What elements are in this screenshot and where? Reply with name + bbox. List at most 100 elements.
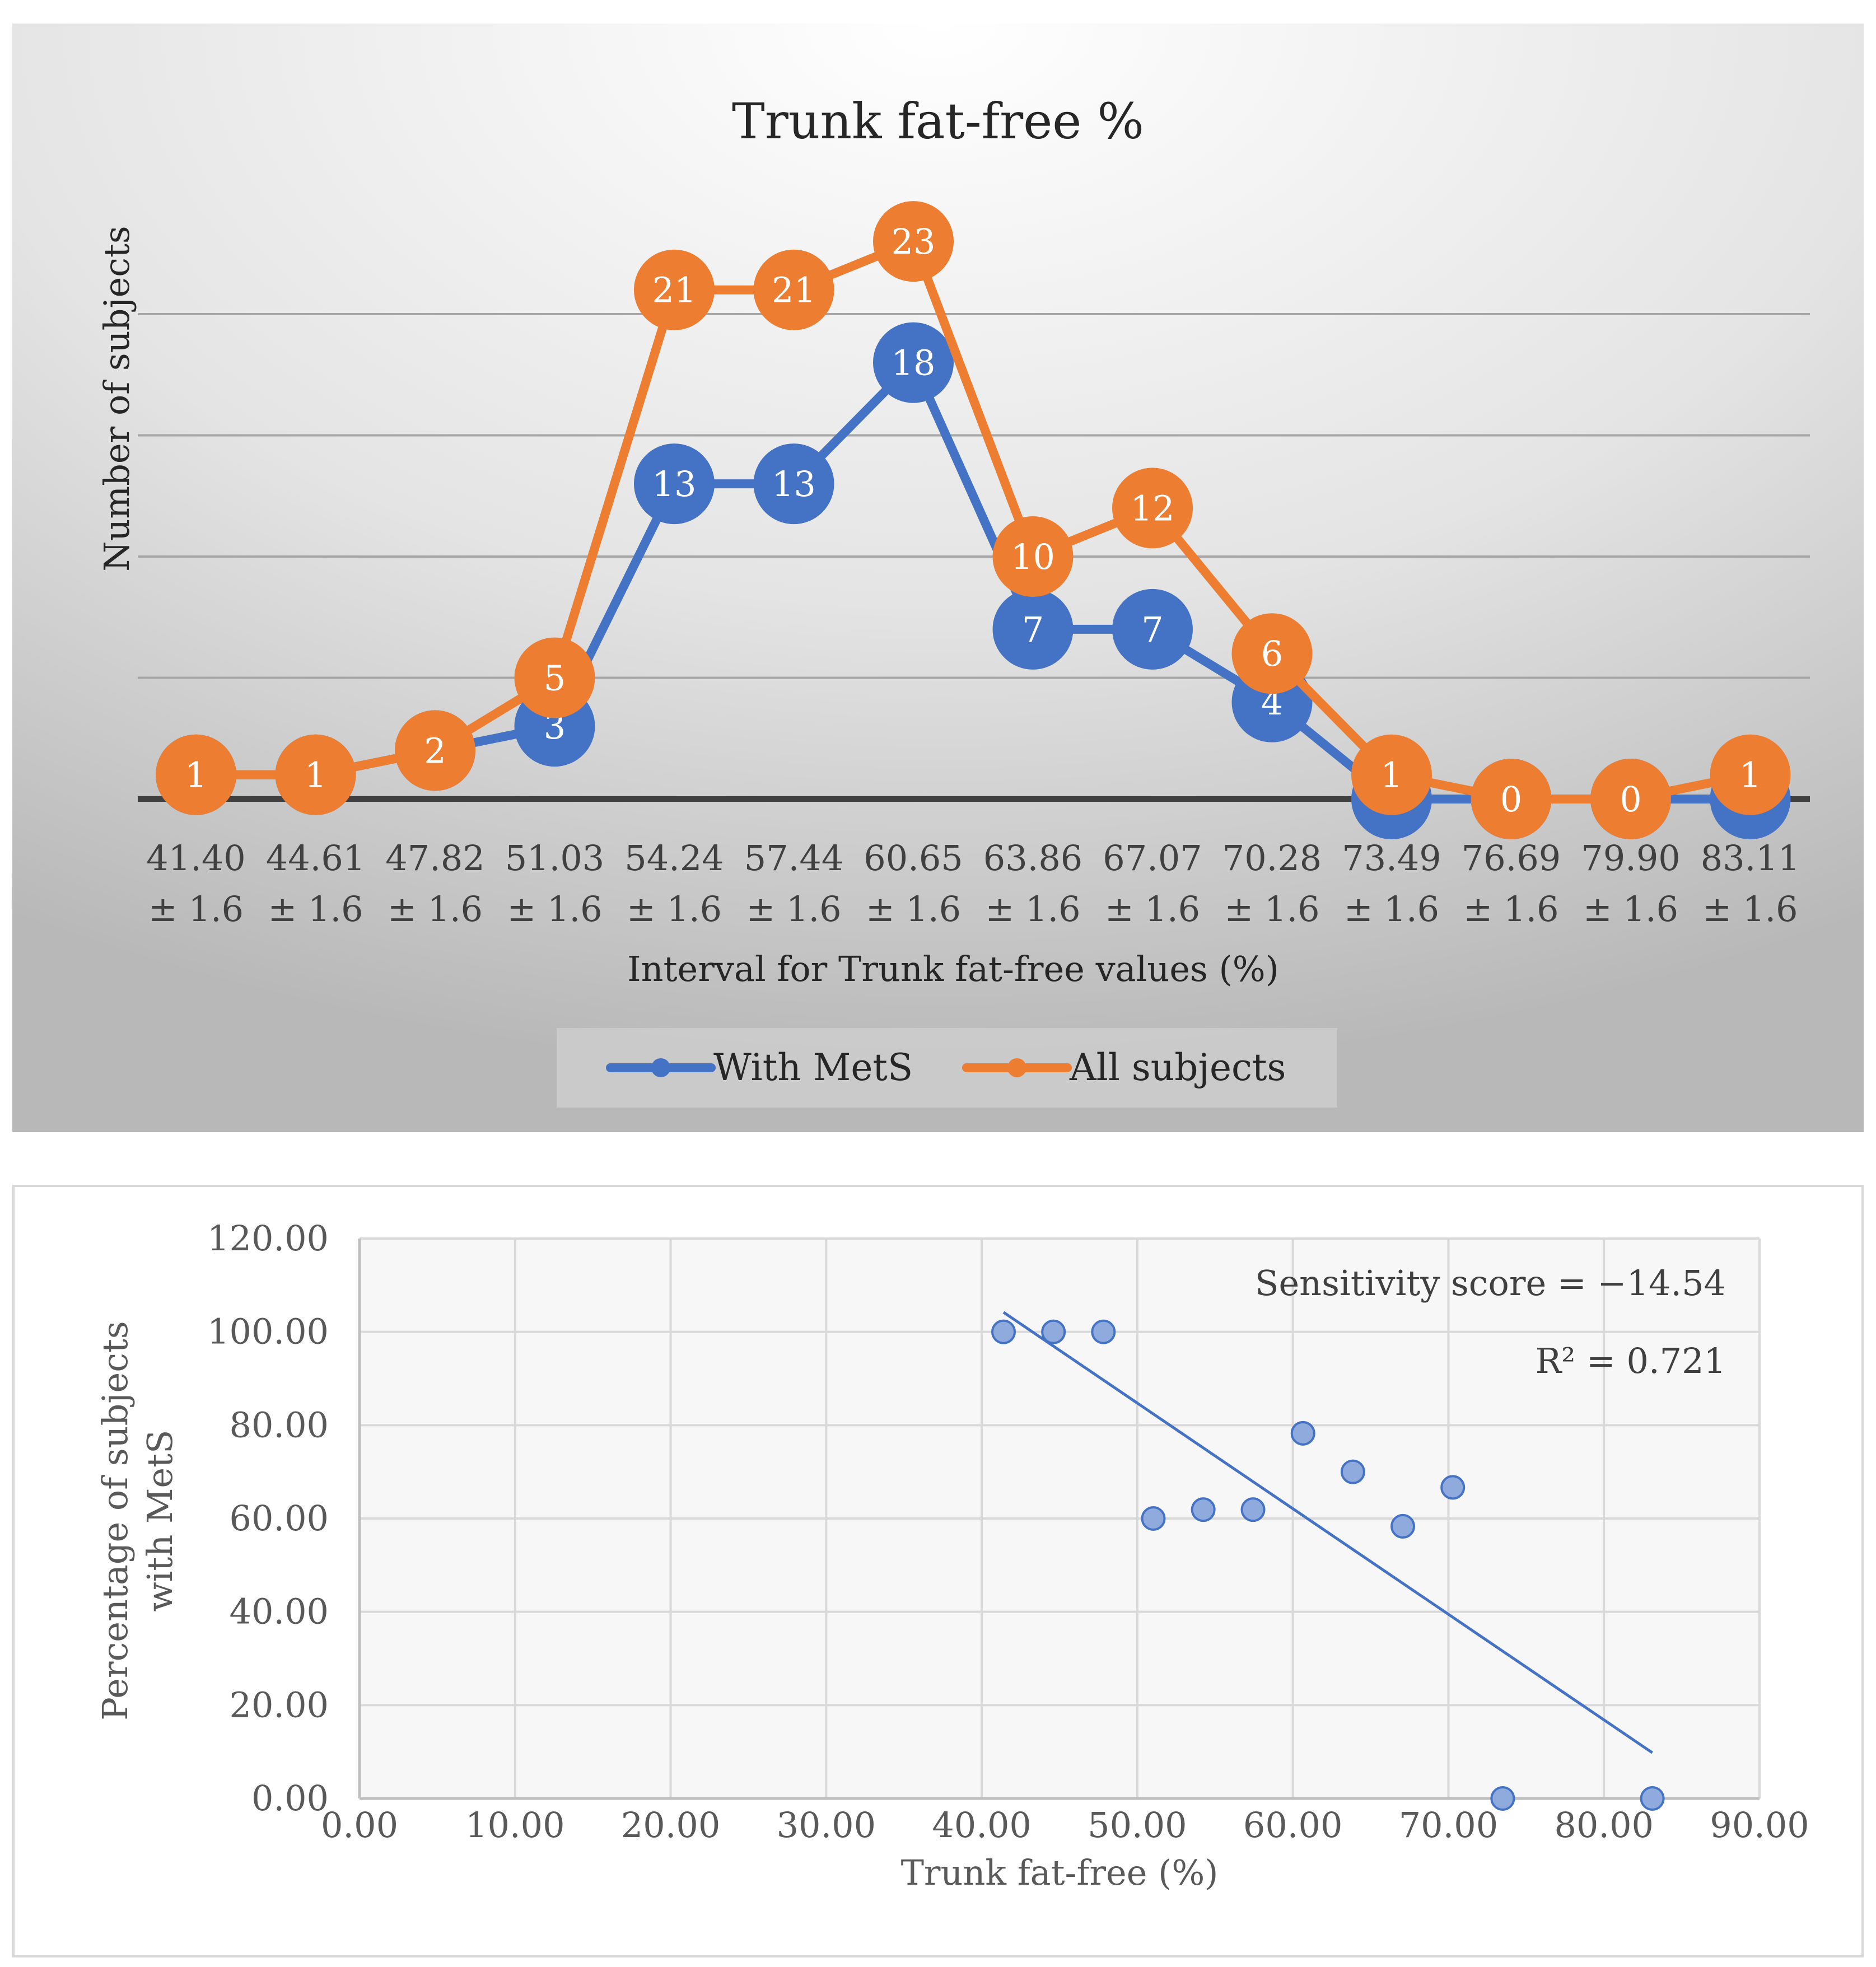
data-label-all-subjects: 12 — [1131, 488, 1175, 529]
y-tick-label: 80.00 — [230, 1404, 329, 1445]
chart-background — [12, 24, 1864, 1132]
x-tick-sublabel: ± 1.6 — [1463, 889, 1558, 929]
sensitivity-annotation: Sensitivity score = −14.54 — [1255, 1263, 1726, 1303]
data-point-with-mets — [634, 443, 715, 525]
data-point-with-mets — [992, 588, 1074, 670]
data-point-all-subjects — [395, 710, 475, 791]
x-tick-label: 44.61 — [266, 838, 366, 879]
data-point-all-subjects — [753, 249, 834, 330]
x-tick-label: 54.24 — [624, 838, 724, 879]
data-point-all-subjects — [1471, 759, 1552, 839]
x-tick-sublabel: ± 1.6 — [1344, 889, 1439, 929]
x-tick-label: 90.00 — [1710, 1805, 1809, 1845]
data-label-all-subjects: 10 — [1011, 536, 1055, 577]
data-label-all-subjects: 0 — [1620, 779, 1641, 820]
scatter-point — [1141, 1506, 1166, 1531]
data-label-with-mets: 13 — [652, 464, 697, 504]
data-point-all-subjects — [1112, 468, 1193, 549]
series-layer: 112313131877400001125212123101261001 — [156, 201, 1791, 839]
data-point-all-subjects — [992, 516, 1074, 597]
scatter-point — [1290, 1421, 1315, 1446]
scatter-point — [1640, 1786, 1665, 1811]
x-tick-label: 70.00 — [1399, 1805, 1499, 1845]
y-tick-labels: 0.00 20.00 40.00 60.00 80.00 100.00 120.00 — [207, 1218, 329, 1819]
legend-item-all-subjects: All subjects — [962, 1046, 1286, 1089]
x-tick-label: 60.65 — [864, 838, 963, 879]
x-tick-label: 76.69 — [1462, 838, 1561, 879]
scatter-point — [991, 1319, 1016, 1344]
x-tick-label: 40.00 — [932, 1805, 1032, 1845]
legend-label-with-mets: With MetS — [713, 1046, 913, 1089]
data-point-all-subjects — [275, 734, 356, 815]
gridlines — [358, 1237, 1761, 1800]
data-point-all-subjects — [873, 201, 954, 282]
x-tick-label: 73.49 — [1342, 838, 1441, 879]
x-tick-sublabel: ± 1.6 — [388, 889, 483, 929]
y-axis-title-line1: Percentage of subjects — [95, 1321, 136, 1720]
data-label-all-subjects: 5 — [544, 658, 566, 699]
scatter-point — [1390, 1513, 1416, 1539]
x-tick-label: 63.86 — [983, 838, 1083, 879]
data-label-with-mets: 7 — [1022, 609, 1044, 650]
legend-label-all-subjects: All subjects — [1069, 1046, 1286, 1089]
x-tick-sublabel: ± 1.6 — [746, 889, 841, 929]
x-tick-label: 0.00 — [321, 1805, 398, 1845]
scatter-chart-panel: 0.00 20.00 40.00 60.00 80.00 100.00 120.00 0.0… — [12, 1185, 1864, 1957]
legend-item-with-mets: With MetS — [606, 1046, 913, 1089]
data-label-all-subjects: 21 — [772, 270, 816, 311]
scatter-point — [1490, 1786, 1515, 1811]
line-chart-panel: Trunk fat-free % Number of subjects 41.4… — [12, 24, 1864, 1132]
data-label-all-subjects: 23 — [892, 221, 936, 262]
data-label-all-subjects: 1 — [305, 755, 326, 796]
x-tick-sublabel: ± 1.6 — [627, 889, 722, 929]
x-tick-label: 57.44 — [744, 838, 844, 879]
data-point-with-mets — [873, 322, 954, 403]
chart-title: Trunk fat-free % — [732, 92, 1144, 150]
data-label-all-subjects: 1 — [1380, 755, 1402, 796]
x-tick-labels: 0.00 10.00 20.00 30.00 40.00 50.00 60.00 70.00 8… — [321, 1805, 1809, 1845]
trendline — [1002, 1311, 1654, 1754]
data-point-all-subjects — [156, 734, 236, 815]
x-tick-label: 83.11 — [1701, 838, 1800, 879]
scatter-points — [991, 1319, 1665, 1811]
data-label-with-mets: 13 — [772, 464, 816, 504]
x-tick-label: 10.00 — [465, 1805, 565, 1845]
x-tick-label: 70.28 — [1222, 838, 1322, 879]
x-tick-sublabel: ± 1.6 — [1583, 889, 1678, 929]
data-label-all-subjects: 6 — [1261, 633, 1283, 674]
x-tick-sublabel: ± 1.6 — [1702, 889, 1798, 929]
data-point-all-subjects — [514, 637, 595, 718]
x-tick-sublabel: ± 1.6 — [148, 889, 244, 929]
data-point-with-mets — [753, 443, 834, 525]
data-label-with-mets: 7 — [1141, 609, 1163, 650]
legend-marker-all-subjects — [1007, 1058, 1026, 1077]
legend-marker-with-mets — [651, 1058, 670, 1077]
y-tick-label: 20.00 — [230, 1684, 329, 1725]
data-label-all-subjects: 0 — [1500, 779, 1522, 820]
y-tick-label: 100.00 — [207, 1311, 329, 1352]
y-tick-label: 120.00 — [207, 1218, 329, 1259]
x-tick-sublabel: ± 1.6 — [1224, 889, 1319, 929]
data-point-all-subjects — [1590, 759, 1671, 839]
scatter-point — [1191, 1497, 1216, 1522]
x-tick-sublabel: ± 1.6 — [985, 889, 1080, 929]
x-tick-label: 50.00 — [1088, 1805, 1187, 1845]
y-tick-label: 60.00 — [230, 1498, 329, 1539]
data-point-all-subjects — [1231, 613, 1313, 694]
scatter-point — [1041, 1319, 1066, 1344]
x-tick-sublabel: ± 1.6 — [268, 889, 363, 929]
x-tick-label: 80.00 — [1554, 1805, 1654, 1845]
y-tick-label: 0.00 — [251, 1778, 329, 1819]
data-point-all-subjects — [1710, 734, 1791, 815]
y-axis-title-line2: with MetS — [139, 1429, 180, 1611]
data-point-all-subjects — [1351, 734, 1432, 815]
data-point-with-mets — [1112, 588, 1193, 670]
x-axis-title: Trunk fat-free (%) — [901, 1852, 1219, 1893]
x-tick-label: 67.07 — [1103, 838, 1202, 879]
x-tick-sublabel: ± 1.6 — [1105, 889, 1200, 929]
x-tick-sublabel: ± 1.6 — [866, 889, 961, 929]
x-tick-label: 20.00 — [621, 1805, 721, 1845]
x-tick-label: 47.82 — [385, 838, 485, 879]
scatter-point — [1440, 1475, 1466, 1500]
